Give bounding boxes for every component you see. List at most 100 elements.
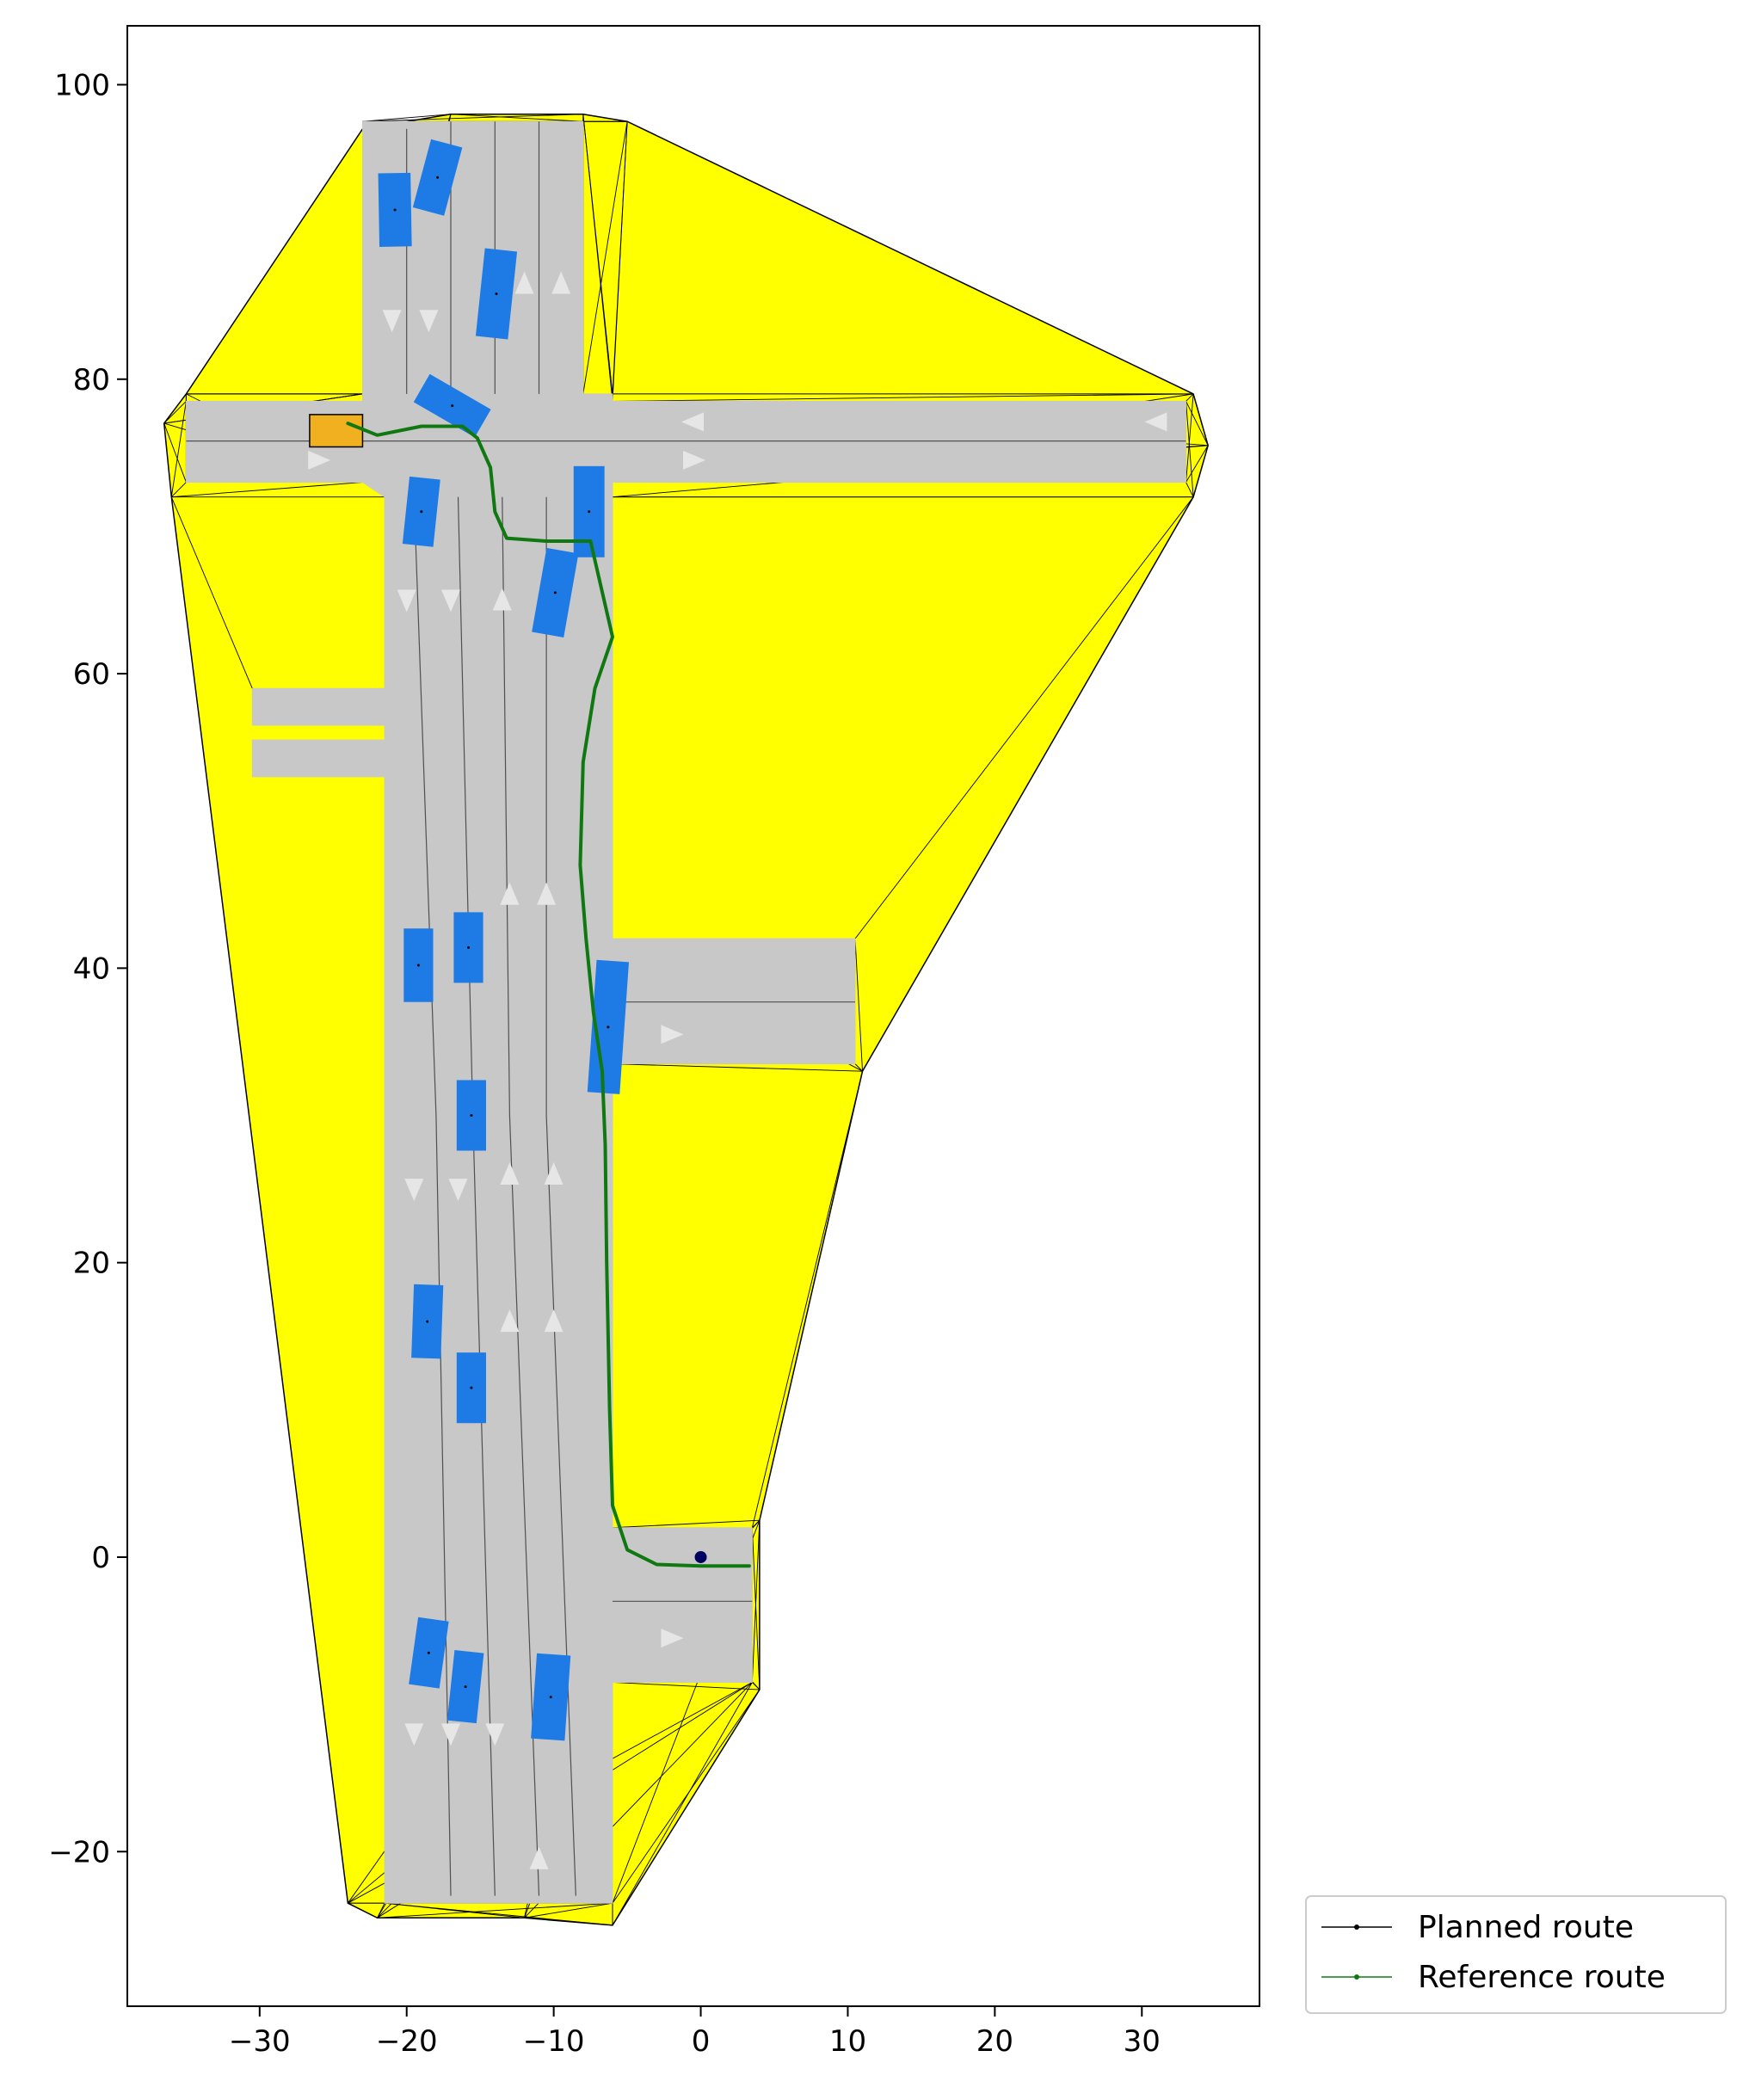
road-main-north bbox=[362, 120, 584, 395]
lane-arrow-8 bbox=[500, 882, 520, 905]
lane-arrow-22 bbox=[1144, 412, 1167, 432]
mesh-edge-7-0 bbox=[854, 1063, 863, 1072]
road-west-spur-a bbox=[251, 687, 385, 726]
axes-frame bbox=[126, 25, 1260, 2007]
y-tick-label: 0 bbox=[91, 1541, 110, 1575]
mesh-edge-1-0 bbox=[362, 114, 452, 122]
vehicle-1-center bbox=[393, 208, 397, 212]
lane-arrow-15 bbox=[544, 1309, 563, 1333]
lane-arrow-14 bbox=[500, 1309, 520, 1333]
mesh-edge-8-1 bbox=[612, 1519, 760, 1529]
road-east-branch-40 bbox=[612, 938, 856, 1065]
mesh-edge-14-3 bbox=[170, 496, 253, 689]
lane-arrow-10 bbox=[404, 1179, 424, 1202]
legend-planned-label: Planned route bbox=[1418, 1910, 1634, 1945]
lane-arrow-13 bbox=[544, 1162, 563, 1185]
mesh-edge-7-4 bbox=[751, 1071, 863, 1528]
x-tick-label: 10 bbox=[829, 2024, 866, 2059]
lane-arrow-25 bbox=[661, 1629, 684, 1648]
lane-arrow-23 bbox=[681, 412, 704, 432]
lane-arrow-18 bbox=[485, 1723, 505, 1746]
y-tick-label: 20 bbox=[73, 1247, 110, 1281]
mesh-edge-11-1 bbox=[385, 1902, 525, 1918]
mesh-edge-15-1 bbox=[163, 422, 187, 483]
lane-arrow-5 bbox=[441, 589, 460, 613]
vehicle-14-center bbox=[427, 1651, 430, 1654]
vehicle-15-center bbox=[464, 1685, 467, 1689]
vehicle-10-center bbox=[607, 1025, 610, 1029]
mesh-edge-11-0 bbox=[524, 1902, 613, 1918]
y-tick-label: 60 bbox=[73, 657, 110, 692]
mesh-edge-14-0 bbox=[170, 482, 187, 498]
vehicle-6-center bbox=[588, 510, 591, 514]
mesh-edge-9-2 bbox=[751, 1527, 761, 1690]
x-tick-label: 30 bbox=[1124, 2024, 1161, 2059]
road-east-branch-0 bbox=[612, 1527, 753, 1683]
road-cross-junction bbox=[362, 393, 613, 498]
x-tick-label: −30 bbox=[229, 2024, 291, 2059]
lane-line-7 bbox=[545, 496, 576, 1896]
mesh-edge-7-2 bbox=[612, 1063, 863, 1072]
y-tick-label: 100 bbox=[54, 68, 110, 102]
vehicle-5-center bbox=[420, 510, 423, 514]
mesh-edge-14-1 bbox=[170, 401, 187, 497]
road-main-south bbox=[384, 496, 613, 1904]
mesh-edge-5-1 bbox=[1186, 401, 1209, 446]
lane-arrow-4 bbox=[397, 589, 416, 613]
vehicle-7-center bbox=[553, 591, 557, 594]
lane-arrow-6 bbox=[492, 588, 512, 611]
legend-reference-marker bbox=[1354, 1974, 1359, 1980]
mesh-edge-4-3 bbox=[612, 393, 1194, 402]
vehicle-2-center bbox=[436, 176, 440, 179]
ego-vehicle bbox=[309, 414, 364, 448]
lane-arrow-17 bbox=[441, 1723, 460, 1746]
goal-point bbox=[694, 1550, 707, 1563]
legend: Planned route Reference route bbox=[1305, 1895, 1727, 2014]
mesh-edge-6-2 bbox=[854, 496, 1194, 939]
vehicle-11-center bbox=[470, 1114, 473, 1118]
mesh-edge-3-4 bbox=[612, 121, 628, 402]
lane-line-6 bbox=[502, 496, 540, 1896]
vehicle-8-center bbox=[416, 964, 420, 967]
lane-arrow-24 bbox=[661, 1025, 684, 1044]
vehicle-9-center bbox=[467, 945, 471, 949]
vehicle-4-center bbox=[451, 404, 454, 408]
mesh-edge-2-4 bbox=[582, 114, 613, 402]
vehicle-3-center bbox=[495, 292, 498, 295]
lane-arrow-12 bbox=[500, 1162, 520, 1185]
vehicle-13-center bbox=[470, 1386, 473, 1389]
mesh-edge-4-1 bbox=[1186, 393, 1194, 483]
mesh-edge-3-3 bbox=[582, 121, 628, 394]
lane-arrow-2 bbox=[514, 271, 534, 294]
mesh-edge-12-1 bbox=[377, 1902, 613, 1918]
y-axis: −20 0 20 40 60 80 100 bbox=[48, 68, 127, 1869]
mesh-edge-2-1 bbox=[362, 114, 583, 122]
x-tick-label: −20 bbox=[376, 2024, 438, 2059]
mesh-edge-1-1 bbox=[450, 114, 583, 122]
vehicle-12-center bbox=[426, 1320, 429, 1323]
mesh-edge-9-4 bbox=[612, 1689, 761, 1904]
lane-arrow-3 bbox=[551, 271, 571, 294]
routes bbox=[346, 422, 751, 1568]
mesh-edge-14-2 bbox=[171, 482, 363, 498]
mesh-edge-7-1 bbox=[854, 939, 863, 1072]
mesh-edge-15-0 bbox=[163, 401, 187, 424]
lane-arrow-11 bbox=[448, 1179, 468, 1202]
mesh-edge-9-1 bbox=[612, 1682, 760, 1690]
lane-arrow-20 bbox=[308, 450, 331, 470]
x-tick-label: 20 bbox=[976, 2024, 1013, 2059]
y-tick-label: 80 bbox=[73, 363, 110, 397]
x-axis: −30 −20 −10 0 10 20 30 bbox=[229, 2006, 1161, 2059]
lane-arrow-9 bbox=[537, 882, 557, 905]
mesh-edge-10-3 bbox=[612, 1682, 753, 1926]
vehicle-16-center bbox=[549, 1696, 552, 1699]
x-tick-label: −10 bbox=[523, 2024, 585, 2059]
mesh-edge-4-0 bbox=[1186, 393, 1194, 402]
y-tick-label: −20 bbox=[48, 1835, 110, 1869]
legend-reference-label: Reference route bbox=[1418, 1960, 1666, 1995]
road-west-spur-b bbox=[251, 739, 385, 778]
y-tick-label: 40 bbox=[73, 951, 110, 986]
lane-arrow-1 bbox=[419, 310, 439, 333]
vehicles bbox=[309, 139, 630, 1741]
